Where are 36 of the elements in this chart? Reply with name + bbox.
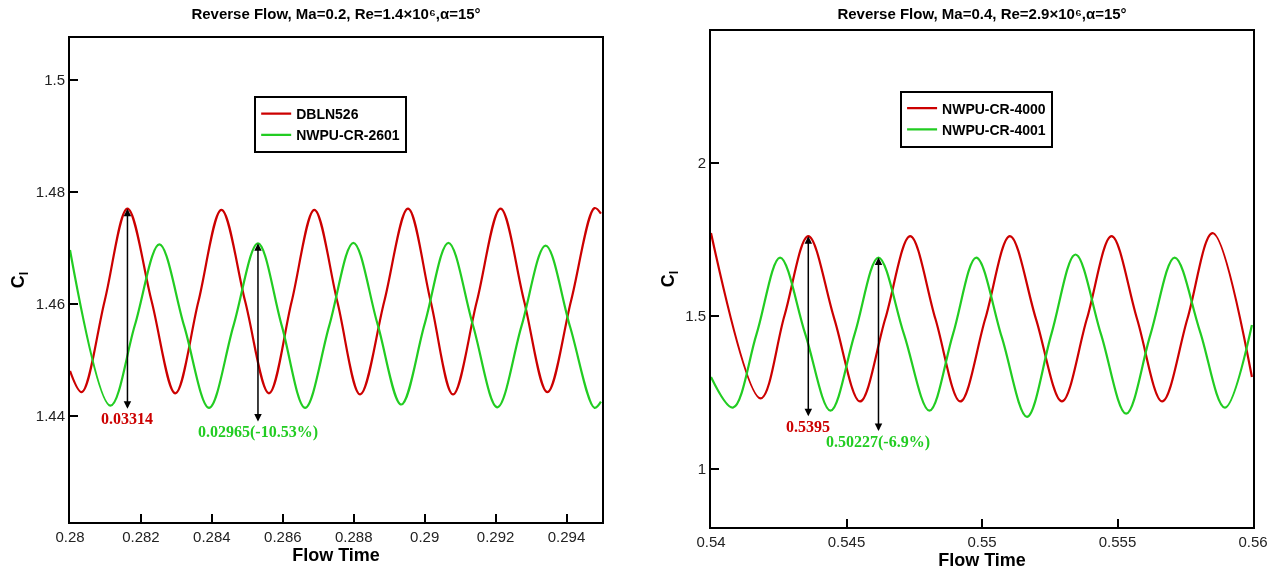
annotation: 0.02965(-10.53%): [198, 423, 318, 441]
x-tick-label: 0.284: [193, 528, 231, 545]
x-tick-label: 0.55: [967, 533, 997, 550]
line-series: [711, 231, 1253, 403]
x-tick-label: 0.282: [122, 528, 160, 545]
x-tick-label: 0.292: [476, 528, 515, 545]
y-tick-label: 1: [697, 460, 706, 478]
x-tick-label: 0.555: [1098, 533, 1137, 550]
y-tick-label: 1.5: [44, 71, 65, 89]
x-tick-label: 0.28: [55, 528, 85, 545]
legend-label: NWPU-CR-2601: [296, 127, 400, 144]
x-tick-label: 0.294: [547, 528, 586, 545]
y-tick-label: 2: [697, 153, 706, 171]
legend-label: NWPU-CR-4000: [942, 100, 1046, 117]
legend-label: NWPU-CR-4001: [942, 121, 1046, 138]
line-series: [711, 253, 1253, 418]
y-tick-label: 1.48: [35, 183, 65, 201]
line-series: [70, 207, 602, 396]
legend-label: DBLN526: [296, 106, 359, 123]
y-tick-label: 1.5: [685, 306, 706, 324]
x-tick-label: 0.54: [696, 533, 726, 550]
annotation: 0.50227(-6.9%): [826, 433, 930, 451]
annotation: 0.03314: [101, 410, 153, 427]
y-tick-label: 1.44: [35, 406, 65, 424]
x-tick-label: 0.286: [264, 528, 302, 545]
x-axis-title: Flow Time: [938, 550, 1026, 570]
x-tick-label: 0.56: [1238, 533, 1268, 550]
x-axis-title: Flow Time: [292, 545, 380, 565]
annotation: 0.5395: [786, 418, 830, 435]
chart-title: Reverse Flow, Ma=0.2, Re=1.4×10⁶,α=15°: [191, 5, 481, 23]
chart-title: Reverse Flow, Ma=0.4, Re=2.9×10⁶,α=15°: [837, 5, 1127, 23]
line-series: [70, 241, 602, 409]
x-tick-label: 0.288: [334, 528, 373, 545]
x-tick-label: 0.29: [410, 528, 440, 545]
x-tick-label: 0.545: [827, 533, 866, 550]
y-tick-label: 1.46: [35, 295, 65, 313]
